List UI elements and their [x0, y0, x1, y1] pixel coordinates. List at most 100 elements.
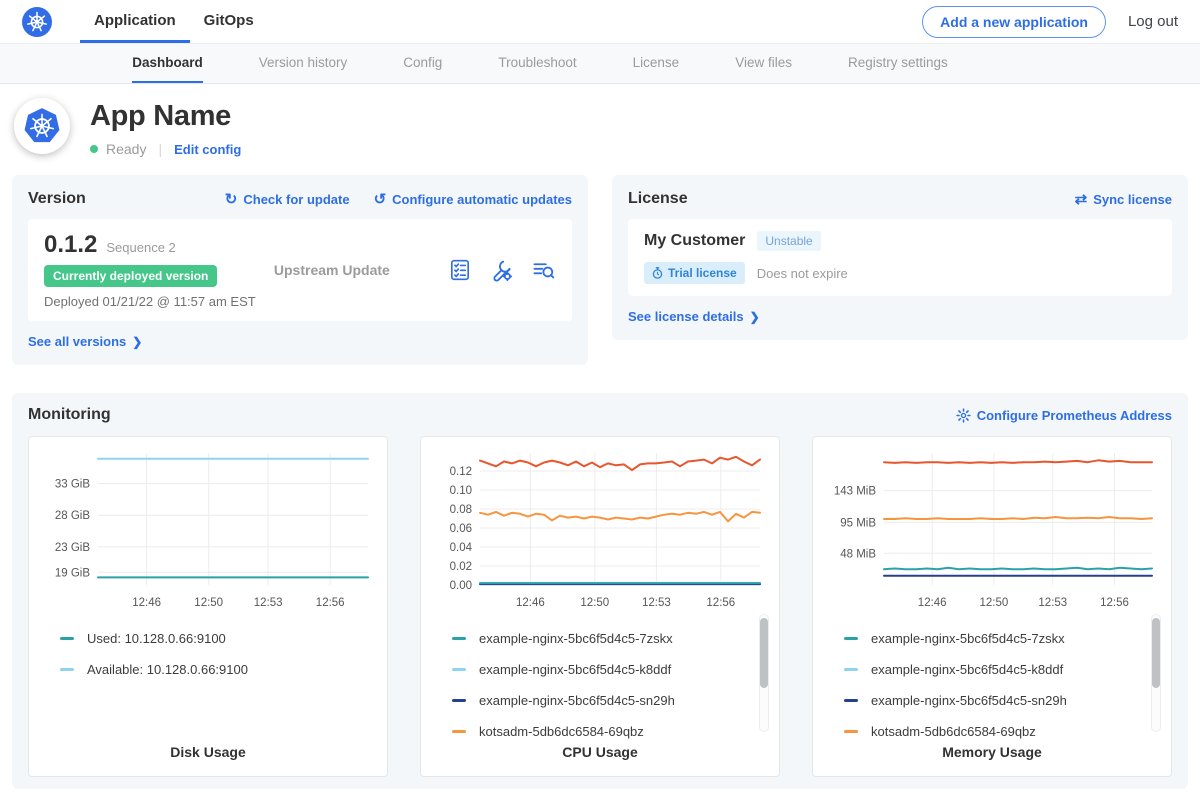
- legend-item: kotsadm-5db6dc6584-69qbz: [844, 724, 1164, 739]
- svg-text:23 GiB: 23 GiB: [55, 542, 90, 554]
- tab-application[interactable]: Application: [80, 0, 190, 43]
- see-all-versions-label: See all versions: [28, 334, 127, 349]
- status-ready-dot: [90, 145, 98, 153]
- see-license-details-label: See license details: [628, 309, 744, 324]
- license-type-label: Trial license: [668, 266, 737, 280]
- legend-item: example-nginx-5bc6f5d4c5-k8ddf: [844, 662, 1164, 677]
- legend-scrollbar-thumb[interactable]: [1152, 618, 1160, 688]
- preflight-checks-icon[interactable]: [448, 258, 472, 282]
- tab-gitops[interactable]: GitOps: [190, 0, 268, 43]
- legend-color-dash-icon: [452, 730, 466, 733]
- subtab-dashboard[interactable]: Dashboard: [132, 44, 203, 83]
- status-label: Ready: [106, 141, 147, 157]
- chevron-right-icon: ❯: [132, 334, 143, 349]
- legend-color-dash-icon: [844, 730, 858, 733]
- legend-color-dash-icon: [452, 699, 466, 702]
- subtab-troubleshoot[interactable]: Troubleshoot: [498, 55, 577, 70]
- legend-label: example-nginx-5bc6f5d4c5-7zskx: [479, 631, 673, 646]
- legend-color-dash-icon: [844, 637, 858, 640]
- sync-license-link[interactable]: ⇄ Sync license: [1075, 192, 1172, 207]
- svg-text:12:56: 12:56: [316, 597, 345, 609]
- chart-legend: example-nginx-5bc6f5d4c5-7zskx example-ng…: [844, 631, 1164, 739]
- svg-text:0.02: 0.02: [450, 561, 472, 573]
- legend-scrollbar[interactable]: [1151, 614, 1161, 732]
- license-type-badge: Trial license: [644, 262, 745, 284]
- divider: |: [158, 141, 163, 157]
- svg-text:19 GiB: 19 GiB: [55, 567, 90, 579]
- kubernetes-logo-icon: [22, 0, 52, 43]
- see-all-versions-link[interactable]: See all versions ❯: [28, 334, 142, 349]
- legend-scrollbar[interactable]: [759, 614, 769, 732]
- subtab-view-files[interactable]: View files: [735, 55, 792, 70]
- legend-item: example-nginx-5bc6f5d4c5-sn29h: [452, 693, 772, 708]
- legend-color-dash-icon: [844, 668, 858, 671]
- svg-text:12:46: 12:46: [516, 597, 545, 609]
- subtab-version-history[interactable]: Version history: [258, 55, 348, 70]
- legend-scrollbar-thumb[interactable]: [760, 618, 768, 688]
- legend-label: example-nginx-5bc6f5d4c5-sn29h: [479, 693, 675, 708]
- legend-label: example-nginx-5bc6f5d4c5-sn29h: [871, 693, 1067, 708]
- customer-name: My Customer: [644, 232, 746, 249]
- refresh-icon: ↻: [224, 190, 238, 208]
- svg-text:0.06: 0.06: [450, 523, 472, 535]
- chart-title: CPU Usage: [562, 744, 638, 760]
- page-title: App Name: [90, 100, 232, 132]
- gear-icon: [956, 407, 971, 423]
- memory-usage-chart-card: 12:46 12:50 12:53 12:56 143 MiB 95 MiB 48 MiB …: [812, 436, 1172, 777]
- svg-text:28 GiB: 28 GiB: [55, 510, 90, 522]
- license-card: License ⇄ Sync license My Customer Unsta…: [612, 175, 1188, 340]
- legend-label: Available: 10.128.0.66:9100: [87, 662, 248, 677]
- tab-gitops-label: GitOps: [203, 11, 254, 29]
- configure-automatic-updates-label: Configure automatic updates: [392, 191, 572, 207]
- legend-color-dash-icon: [60, 668, 74, 671]
- view-diff-icon[interactable]: [531, 258, 556, 283]
- check-for-update-link[interactable]: ↻ Check for update: [225, 192, 350, 207]
- chart-title: Memory Usage: [942, 744, 1042, 760]
- svg-text:12:56: 12:56: [706, 597, 735, 609]
- disk-usage-chart-card: 12:46 12:50 12:53 12:56 33 GiB 28 GiB 23 GiB 19…: [28, 436, 388, 777]
- legend-label: example-nginx-5bc6f5d4c5-7zskx: [871, 631, 1065, 646]
- svg-text:12:53: 12:53: [1038, 597, 1067, 609]
- see-license-details-link[interactable]: See license details ❯: [628, 309, 760, 324]
- version-card: Version ↻ Check for update ↺ Configure a…: [12, 175, 588, 365]
- config-wrench-icon[interactable]: [489, 258, 514, 283]
- logout-link[interactable]: Log out: [1127, 13, 1178, 30]
- subtab-config[interactable]: Config: [403, 55, 443, 70]
- version-card-title: Version: [28, 190, 86, 207]
- svg-text:143 MiB: 143 MiB: [834, 486, 877, 498]
- svg-text:12:53: 12:53: [642, 597, 671, 609]
- configure-prometheus-link[interactable]: Configure Prometheus Address: [956, 408, 1172, 423]
- svg-text:12:56: 12:56: [1100, 597, 1129, 609]
- svg-text:12:50: 12:50: [580, 597, 609, 609]
- legend-color-dash-icon: [452, 637, 466, 640]
- legend-color-dash-icon: [844, 699, 858, 702]
- legend-item: Available: 10.128.0.66:9100: [60, 662, 380, 677]
- monitoring-title: Monitoring: [28, 406, 111, 423]
- license-expiry: Does not expire: [756, 265, 848, 281]
- legend-color-dash-icon: [60, 637, 74, 640]
- sync-license-label: Sync license: [1093, 191, 1172, 207]
- channel-badge: Unstable: [757, 231, 821, 251]
- legend-item: example-nginx-5bc6f5d4c5-sn29h: [844, 693, 1164, 708]
- svg-text:0.00: 0.00: [450, 580, 472, 592]
- subtab-license[interactable]: License: [632, 55, 680, 70]
- chart-legend: example-nginx-5bc6f5d4c5-7zskx example-ng…: [452, 631, 772, 739]
- svg-text:0.10: 0.10: [450, 485, 472, 497]
- subtab-registry-settings[interactable]: Registry settings: [847, 55, 948, 70]
- edit-config-link[interactable]: Edit config: [174, 141, 242, 157]
- chart-title: Disk Usage: [170, 744, 246, 760]
- add-application-button[interactable]: Add a new application: [922, 5, 1106, 38]
- check-for-update-label: Check for update: [243, 191, 350, 207]
- disk-usage-chart-canvas: 12:46 12:50 12:53 12:56 33 GiB 28 GiB 23 GiB 19…: [55, 453, 369, 609]
- app-header: App Name Ready | Edit config: [0, 84, 1200, 171]
- cpu-usage-chart-canvas: 12:46 12:50 12:53 12:56 0.00 0.02 0.04 0.06 0.08…: [450, 453, 761, 609]
- stopwatch-icon: [652, 267, 663, 279]
- legend-color-dash-icon: [452, 668, 466, 671]
- configure-automatic-updates-link[interactable]: ↺ Configure automatic updates: [374, 192, 572, 207]
- tab-application-label: Application: [94, 11, 176, 29]
- deployed-timestamp: Deployed 01/21/22 @ 11:57 am EST: [44, 294, 256, 309]
- version-sequence: Sequence 2: [106, 240, 176, 255]
- configure-prometheus-label: Configure Prometheus Address: [976, 407, 1172, 423]
- version-source-label: Upstream Update: [273, 262, 390, 278]
- legend-item: kotsadm-5db6dc6584-69qbz: [452, 724, 772, 739]
